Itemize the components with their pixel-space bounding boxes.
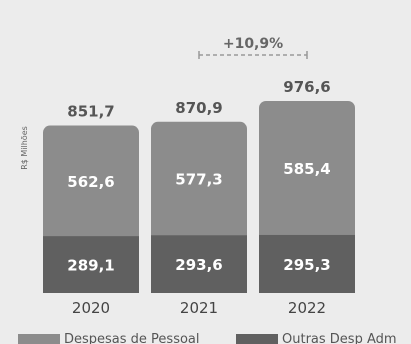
bar-value-label: 585,4 <box>283 160 330 178</box>
legend-swatch <box>18 334 60 344</box>
bar-segment-lower <box>43 236 139 293</box>
bar-total-label: 976,6 <box>283 78 330 96</box>
bar-total-label: 851,7 <box>67 103 114 121</box>
bar-value-label: 577,3 <box>175 171 222 189</box>
growth-annotation: +10,9% <box>198 36 308 59</box>
bar-segment-lower <box>259 234 355 293</box>
bar-value-label: 562,6 <box>67 173 114 191</box>
x-tick-label: 2021 <box>180 299 218 317</box>
legend: Despesas de Pessoal Outras Desp Adm <box>18 332 397 344</box>
x-tick-label: 2020 <box>72 299 110 317</box>
bar-segment-lower <box>151 235 247 293</box>
x-tick-label: 2022 <box>288 299 326 317</box>
legend-swatch <box>236 334 278 344</box>
annotation-label: +10,9% <box>223 36 283 52</box>
bar-value-label: 293,6 <box>175 256 222 274</box>
bar-value-label: 295,3 <box>283 256 330 274</box>
bar-total-label: 870,9 <box>175 99 222 117</box>
legend-label: Outras Desp Adm <box>282 332 397 344</box>
bar-value-label: 289,1 <box>67 257 114 275</box>
bars-layer: 562,6 289,1 851,7 2020 577,3 293,6 870,9 2021 58… <box>43 78 355 317</box>
y-axis-unit-label: R$ Milhões <box>20 126 29 170</box>
legend-label: Despesas de Pessoal <box>64 332 200 344</box>
